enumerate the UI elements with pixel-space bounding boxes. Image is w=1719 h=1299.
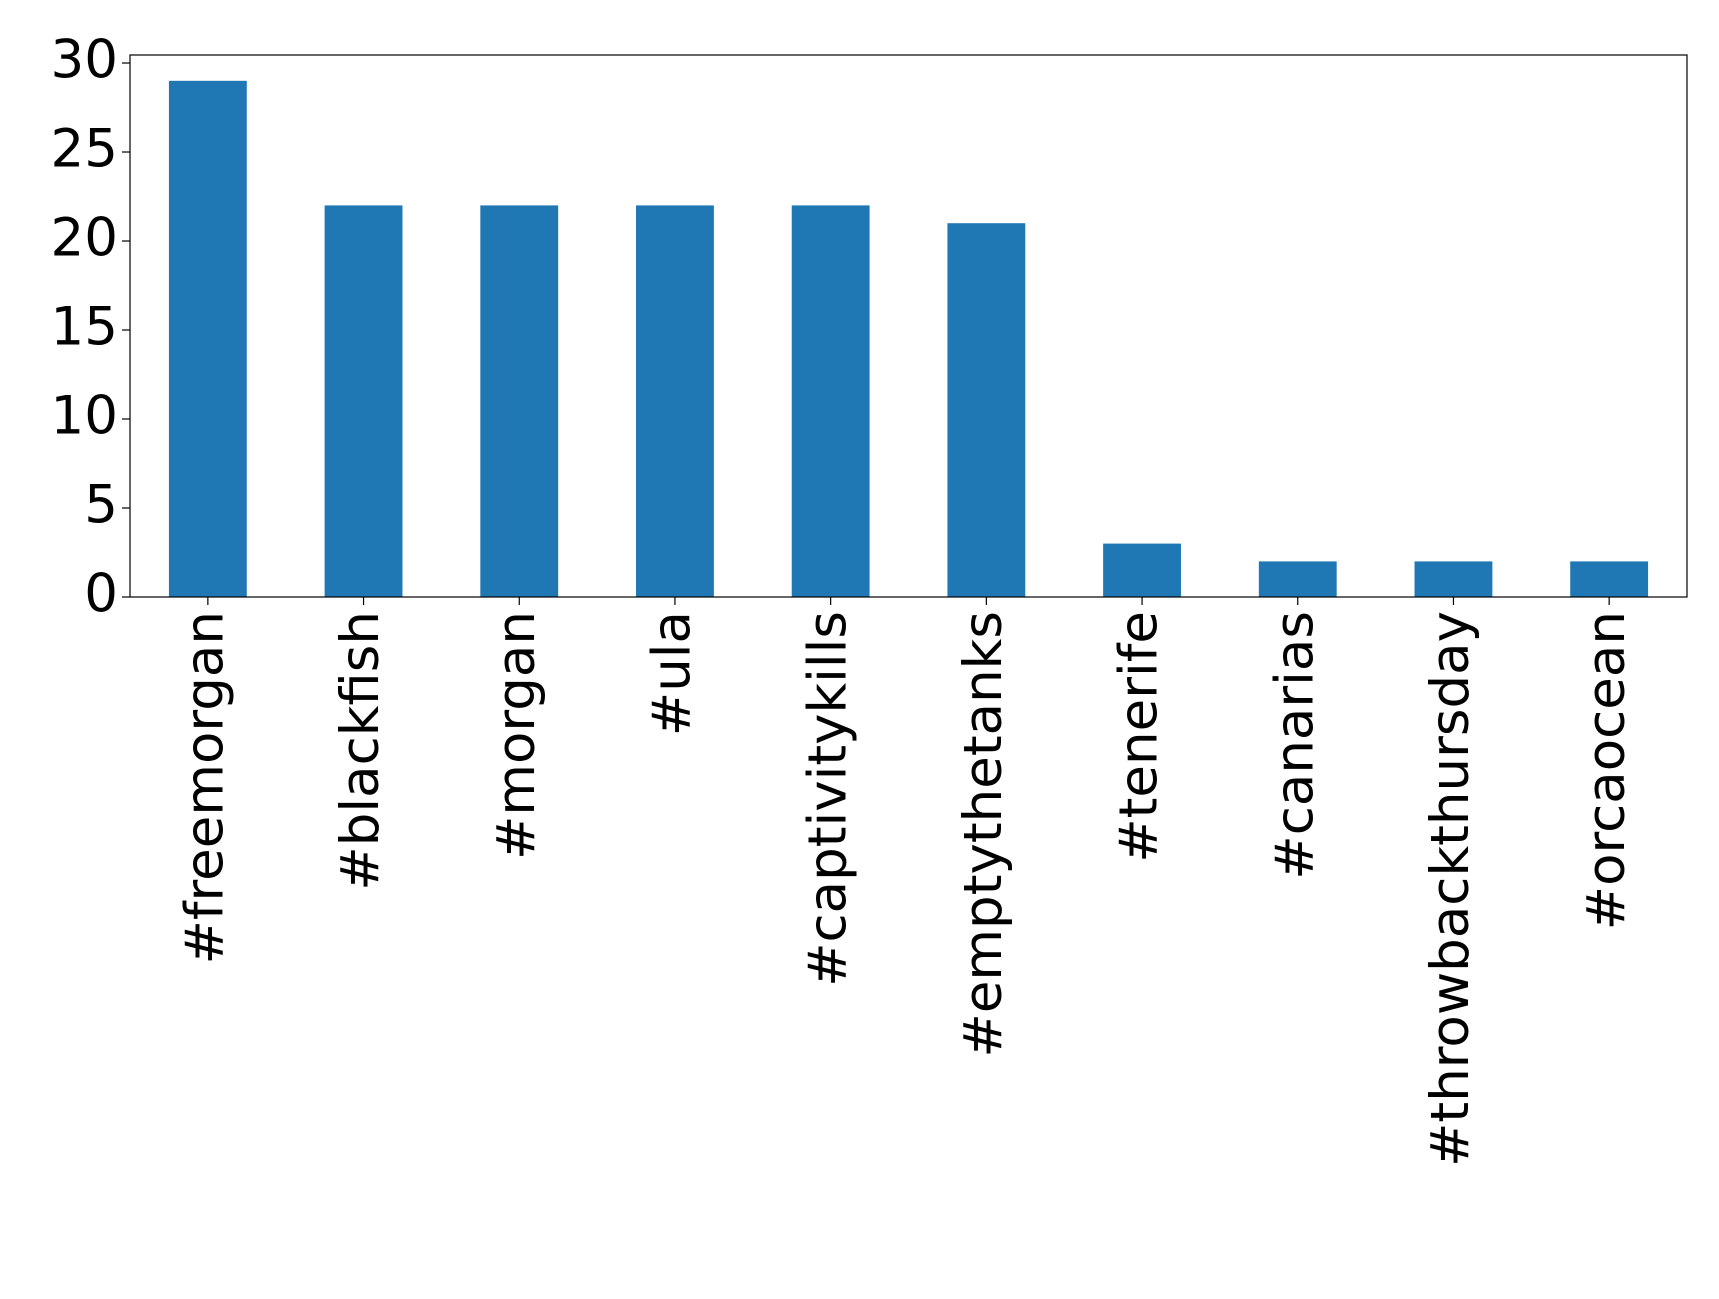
x-tick-label: #throwbackthursday xyxy=(1420,611,1481,1167)
y-tick-label: 0 xyxy=(84,564,118,625)
y-tick-label: 15 xyxy=(51,297,118,358)
x-tick-label: #tenerife xyxy=(1109,611,1170,863)
bar xyxy=(947,223,1026,597)
bar xyxy=(1570,561,1649,597)
y-tick-label: 30 xyxy=(51,30,118,91)
x-tick-label: #morgan xyxy=(486,611,547,860)
x-tick-label: #emptythetanks xyxy=(953,611,1014,1058)
y-tick-label: 20 xyxy=(51,208,118,269)
x-tick-label: #ula xyxy=(642,611,703,736)
x-tick-label: #blackfish xyxy=(330,611,391,891)
bar xyxy=(791,205,870,597)
x-tick-label: #canarias xyxy=(1264,611,1325,880)
y-tick-label: 5 xyxy=(84,475,118,536)
bar xyxy=(324,205,403,597)
x-tick-label: #orcaocean xyxy=(1576,611,1637,930)
x-tick-label: #captivitykills xyxy=(797,611,858,987)
bar xyxy=(480,205,559,597)
bar xyxy=(1103,543,1181,597)
bar xyxy=(168,80,247,598)
bar xyxy=(1414,561,1493,597)
x-tick-label: #freemorgan xyxy=(174,611,235,965)
y-tick-label: 25 xyxy=(51,119,118,180)
bar xyxy=(1258,561,1337,597)
bar xyxy=(636,205,714,597)
y-tick-label: 10 xyxy=(51,386,118,447)
axes-frame xyxy=(129,54,1688,598)
